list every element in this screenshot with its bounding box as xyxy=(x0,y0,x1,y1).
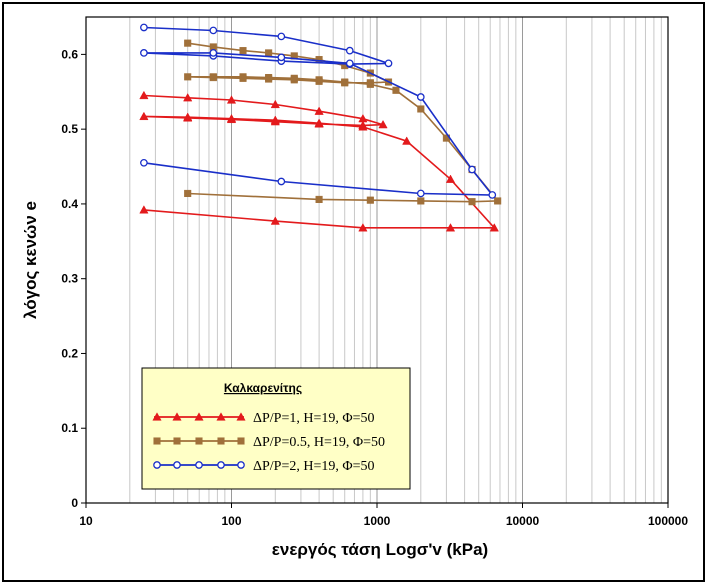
data-point-circle xyxy=(416,93,425,101)
series-line-circle xyxy=(143,26,494,196)
legend-title: Καλκαρενίτης xyxy=(224,381,302,395)
y-tick-label: 0.3 xyxy=(61,272,78,286)
data-point-circle xyxy=(468,165,476,174)
legend-marker-square xyxy=(217,437,225,445)
data-point-square xyxy=(265,74,273,82)
legend-marker-circle xyxy=(237,461,245,469)
data-point-triangle xyxy=(445,174,456,183)
data-point-triangle xyxy=(270,115,280,124)
x-tick-label: 10000 xyxy=(506,514,540,528)
data-point-square xyxy=(468,198,476,206)
data-point-square xyxy=(239,73,247,81)
legend-marker-triangle xyxy=(236,412,246,421)
data-point-square xyxy=(209,73,217,81)
data-point-square xyxy=(290,74,298,82)
data-point-triangle xyxy=(226,113,237,123)
data-point-square xyxy=(366,196,374,204)
data-point-square xyxy=(239,47,247,55)
data-point-square xyxy=(184,39,192,47)
data-point-circle xyxy=(345,46,354,55)
data-point-square xyxy=(417,105,425,113)
y-tick-label: 0.6 xyxy=(61,47,78,61)
legend-entry-label: ΔP/P=0.5, H=19, Φ=50 xyxy=(253,435,385,450)
data-point-circle xyxy=(209,26,218,35)
data-point-circle xyxy=(140,158,148,167)
data-point-triangle xyxy=(270,99,280,109)
data-point-square xyxy=(392,86,400,94)
data-point-circle xyxy=(384,59,393,68)
data-point-triangle xyxy=(270,216,280,225)
legend-marker-circle xyxy=(217,461,225,469)
legend-marker-triangle xyxy=(152,412,162,421)
x-tick-label: 100 xyxy=(221,514,241,528)
y-tick-label: 0 xyxy=(71,496,78,510)
legend-marker-triangle xyxy=(216,412,226,421)
y-tick-label: 0.4 xyxy=(61,197,78,211)
data-point-square xyxy=(366,80,374,88)
data-point-triangle xyxy=(139,90,149,100)
legend: Καλκαρενίτης ΔP/P=1, H=19, Φ=50 ΔP/P=0.5,… xyxy=(141,367,411,490)
y-tick-label: 0.2 xyxy=(61,346,78,360)
data-point-circle xyxy=(140,23,148,32)
legend-marker-circle xyxy=(153,461,161,469)
legend-marker-circle xyxy=(195,461,203,469)
data-point-square xyxy=(494,197,502,205)
legend-marker-circle xyxy=(173,461,181,469)
data-point-triangle xyxy=(378,119,388,129)
data-point-circle xyxy=(488,191,497,199)
data-point-circle xyxy=(277,177,286,186)
data-point-square xyxy=(315,76,323,84)
data-point-triangle xyxy=(402,136,412,145)
data-point-triangle xyxy=(139,205,149,214)
x-tick-label: 1000 xyxy=(364,514,391,528)
legend-entry-label: ΔP/P=1, H=19, Φ=50 xyxy=(253,411,375,426)
series-layer xyxy=(139,23,502,232)
data-point-triangle xyxy=(183,93,193,102)
data-point-triangle xyxy=(226,95,237,104)
data-point-circle xyxy=(416,189,425,198)
data-point-triangle xyxy=(445,223,456,232)
data-point-square xyxy=(184,73,192,81)
y-tick-label: 0.1 xyxy=(61,421,78,435)
data-point-triangle xyxy=(489,223,499,232)
legend-marker-square xyxy=(237,437,245,445)
data-point-triangle xyxy=(358,223,368,232)
y-tick-label: 0.5 xyxy=(61,122,78,136)
data-point-triangle xyxy=(183,112,193,121)
data-point-square xyxy=(184,189,192,198)
x-tick-label: 100000 xyxy=(648,514,688,528)
x-axis-title: ενεργός τάση Logσ'v (kPa) xyxy=(272,540,488,559)
data-point-square xyxy=(265,49,273,57)
legend-marker-triangle xyxy=(172,412,182,421)
data-point-circle xyxy=(140,49,148,57)
y-axis-title: λόγος κενών e xyxy=(21,201,40,319)
data-point-triangle xyxy=(358,122,368,131)
data-point-triangle xyxy=(314,118,324,127)
legend-marker-square xyxy=(153,437,161,445)
series-triangle xyxy=(139,90,499,232)
data-point-square xyxy=(315,195,323,203)
data-point-circle xyxy=(277,53,286,62)
data-point-square xyxy=(417,197,425,205)
data-point-circle xyxy=(209,49,218,57)
legend-marker-square xyxy=(173,437,181,445)
outer-border xyxy=(2,2,705,582)
data-point-circle xyxy=(345,59,354,68)
legend-box xyxy=(141,367,411,490)
data-point-triangle xyxy=(314,106,324,115)
series-circle xyxy=(140,23,497,199)
data-point-triangle xyxy=(139,111,149,121)
data-point-square xyxy=(341,78,349,86)
legend-marker-triangle xyxy=(194,412,204,421)
legend-marker-square xyxy=(195,437,203,445)
data-point-circle xyxy=(277,32,286,41)
ticks-layer: 10 100 1000 10000 100000 0 0.1 0.2 0.3 0.4 0.5 0.6 xyxy=(61,47,688,528)
x-tick-label: 10 xyxy=(79,514,93,528)
legend-entry-label: ΔP/P=2, H=19, Φ=50 xyxy=(253,459,375,474)
